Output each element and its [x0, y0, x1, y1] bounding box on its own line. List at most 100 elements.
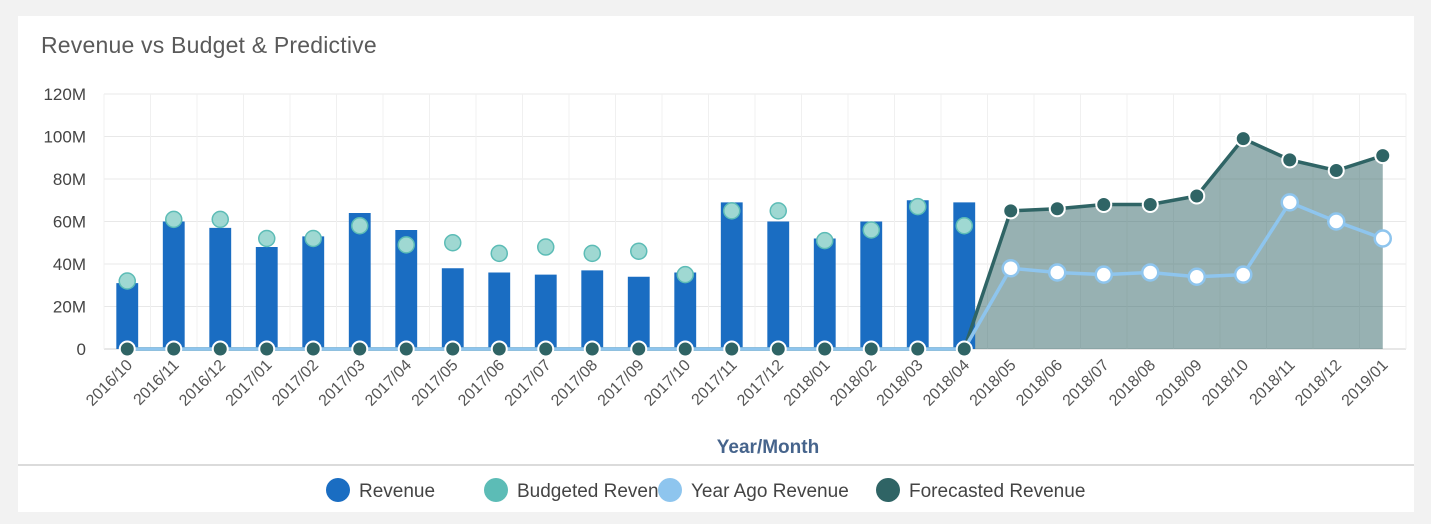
revenue-bar[interactable] — [302, 236, 325, 349]
revenue-bar[interactable] — [813, 238, 836, 350]
forecast-point[interactable] — [165, 340, 183, 358]
forecast-point[interactable] — [1281, 151, 1299, 169]
revenue-bar[interactable] — [581, 270, 604, 349]
x-tick-label: 2018/12 — [1292, 357, 1345, 410]
forecast-point[interactable] — [211, 340, 229, 358]
x-tick-label: 2017/04 — [362, 357, 415, 410]
budget-point[interactable] — [769, 202, 787, 220]
forecast-point[interactable] — [1095, 196, 1113, 213]
budget-point[interactable] — [397, 236, 415, 254]
legend-swatch[interactable] — [658, 478, 682, 502]
revenue-bar[interactable] — [116, 283, 139, 349]
year-ago-point[interactable] — [1327, 212, 1346, 231]
forecast-point[interactable] — [490, 340, 508, 358]
legend-label[interactable]: Year Ago Revenue — [691, 481, 849, 502]
forecast-point[interactable] — [537, 340, 555, 358]
legend-swatch[interactable] — [876, 478, 900, 502]
revenue-bar[interactable] — [162, 221, 185, 350]
year-ago-point[interactable] — [1048, 263, 1067, 282]
legend-label[interactable]: Budgeted Revenue — [517, 481, 680, 502]
budget-point[interactable] — [304, 229, 322, 248]
budget-point[interactable] — [537, 238, 555, 256]
budget-point[interactable] — [676, 265, 694, 284]
budget-point[interactable] — [211, 210, 229, 229]
budget-point[interactable] — [909, 197, 927, 216]
y-tick-label: 40M — [53, 255, 86, 274]
x-tick-label: 2017/02 — [269, 357, 322, 410]
legend-label[interactable]: Forecasted Revenue — [909, 481, 1085, 502]
forecast-point[interactable] — [1374, 147, 1392, 165]
budget-point[interactable] — [955, 217, 973, 235]
revenue-bar[interactable] — [627, 276, 650, 349]
revenue-bar[interactable] — [953, 202, 976, 349]
x-tick-label: 2017/12 — [734, 357, 787, 410]
forecast-point[interactable] — [583, 340, 601, 358]
year-ago-point[interactable] — [1094, 265, 1113, 284]
forecast-point[interactable] — [676, 340, 694, 358]
forecast-point[interactable] — [351, 340, 369, 358]
forecast-point[interactable] — [1188, 187, 1206, 205]
budget-point[interactable] — [490, 244, 508, 263]
budget-point[interactable] — [444, 234, 462, 252]
revenue-bar[interactable] — [348, 213, 371, 349]
revenue-bar[interactable] — [395, 230, 418, 349]
forecast-point[interactable] — [816, 340, 834, 358]
year-ago-point[interactable] — [1141, 263, 1160, 282]
year-ago-point[interactable] — [1373, 229, 1392, 248]
forecast-point[interactable] — [118, 340, 136, 358]
budget-point[interactable] — [118, 272, 136, 290]
legend-swatch[interactable] — [484, 478, 508, 502]
budget-point[interactable] — [816, 231, 834, 250]
revenue-bar[interactable] — [488, 272, 511, 350]
y-tick-label: 20M — [53, 298, 86, 317]
x-tick-label: 2018/07 — [1060, 357, 1113, 410]
forecast-point[interactable] — [1048, 200, 1066, 218]
budget-point[interactable] — [165, 210, 183, 229]
forecast-point[interactable] — [909, 340, 927, 358]
x-tick-label: 2017/01 — [223, 357, 276, 410]
forecast-point[interactable] — [444, 340, 462, 358]
forecast-point[interactable] — [1002, 202, 1020, 220]
x-tick-label: 2017/03 — [316, 357, 369, 410]
legend-label[interactable]: Revenue — [359, 481, 435, 502]
revenue-bar[interactable] — [767, 221, 790, 350]
forecast-point[interactable] — [769, 340, 787, 358]
legend-swatch[interactable] — [326, 478, 350, 502]
forecast-point[interactable] — [723, 340, 741, 358]
forecast-point[interactable] — [1234, 130, 1252, 148]
budget-point[interactable] — [862, 221, 880, 239]
budget-point[interactable] — [583, 244, 601, 263]
x-tick-label: 2018/06 — [1013, 357, 1066, 410]
forecast-point[interactable] — [1327, 162, 1345, 179]
budget-point[interactable] — [630, 242, 648, 260]
year-ago-point[interactable] — [1187, 267, 1206, 286]
x-tick-label: 2017/10 — [641, 357, 694, 410]
revenue-bar[interactable] — [674, 272, 697, 350]
revenue-bar[interactable] — [209, 227, 232, 349]
chart-svg: 0 20M 40M 60M 80M 100M 120M 2016/102016/112016/… — [18, 85, 1414, 502]
year-ago-point[interactable] — [1280, 193, 1299, 212]
revenue-bar[interactable] — [720, 202, 743, 349]
year-ago-point[interactable] — [1234, 265, 1253, 284]
x-tick-label: 2017/06 — [455, 357, 508, 410]
x-tick-label: 2016/12 — [176, 357, 229, 410]
x-tick-label: 2018/10 — [1199, 357, 1252, 410]
forecast-point[interactable] — [258, 340, 276, 358]
revenue-bar[interactable] — [906, 200, 929, 349]
budget-point[interactable] — [723, 202, 741, 220]
forecast-point[interactable] — [630, 340, 648, 358]
forecast-point[interactable] — [955, 340, 973, 358]
chart-card: Revenue vs Budget & Predictive 0 20M 40M 60… — [18, 16, 1414, 512]
revenue-bar[interactable] — [255, 247, 278, 349]
budget-point[interactable] — [258, 229, 276, 248]
forecast-point[interactable] — [304, 340, 322, 358]
revenue-bar[interactable] — [860, 221, 883, 350]
forecast-point[interactable] — [1141, 196, 1159, 213]
chart-title: Revenue vs Budget & Predictive — [41, 32, 377, 58]
year-ago-point[interactable] — [1001, 259, 1020, 278]
budget-point[interactable] — [351, 217, 369, 235]
revenue-bar[interactable] — [534, 274, 557, 349]
revenue-bar[interactable] — [441, 268, 464, 349]
forecast-point[interactable] — [397, 340, 415, 358]
forecast-point[interactable] — [862, 340, 880, 358]
